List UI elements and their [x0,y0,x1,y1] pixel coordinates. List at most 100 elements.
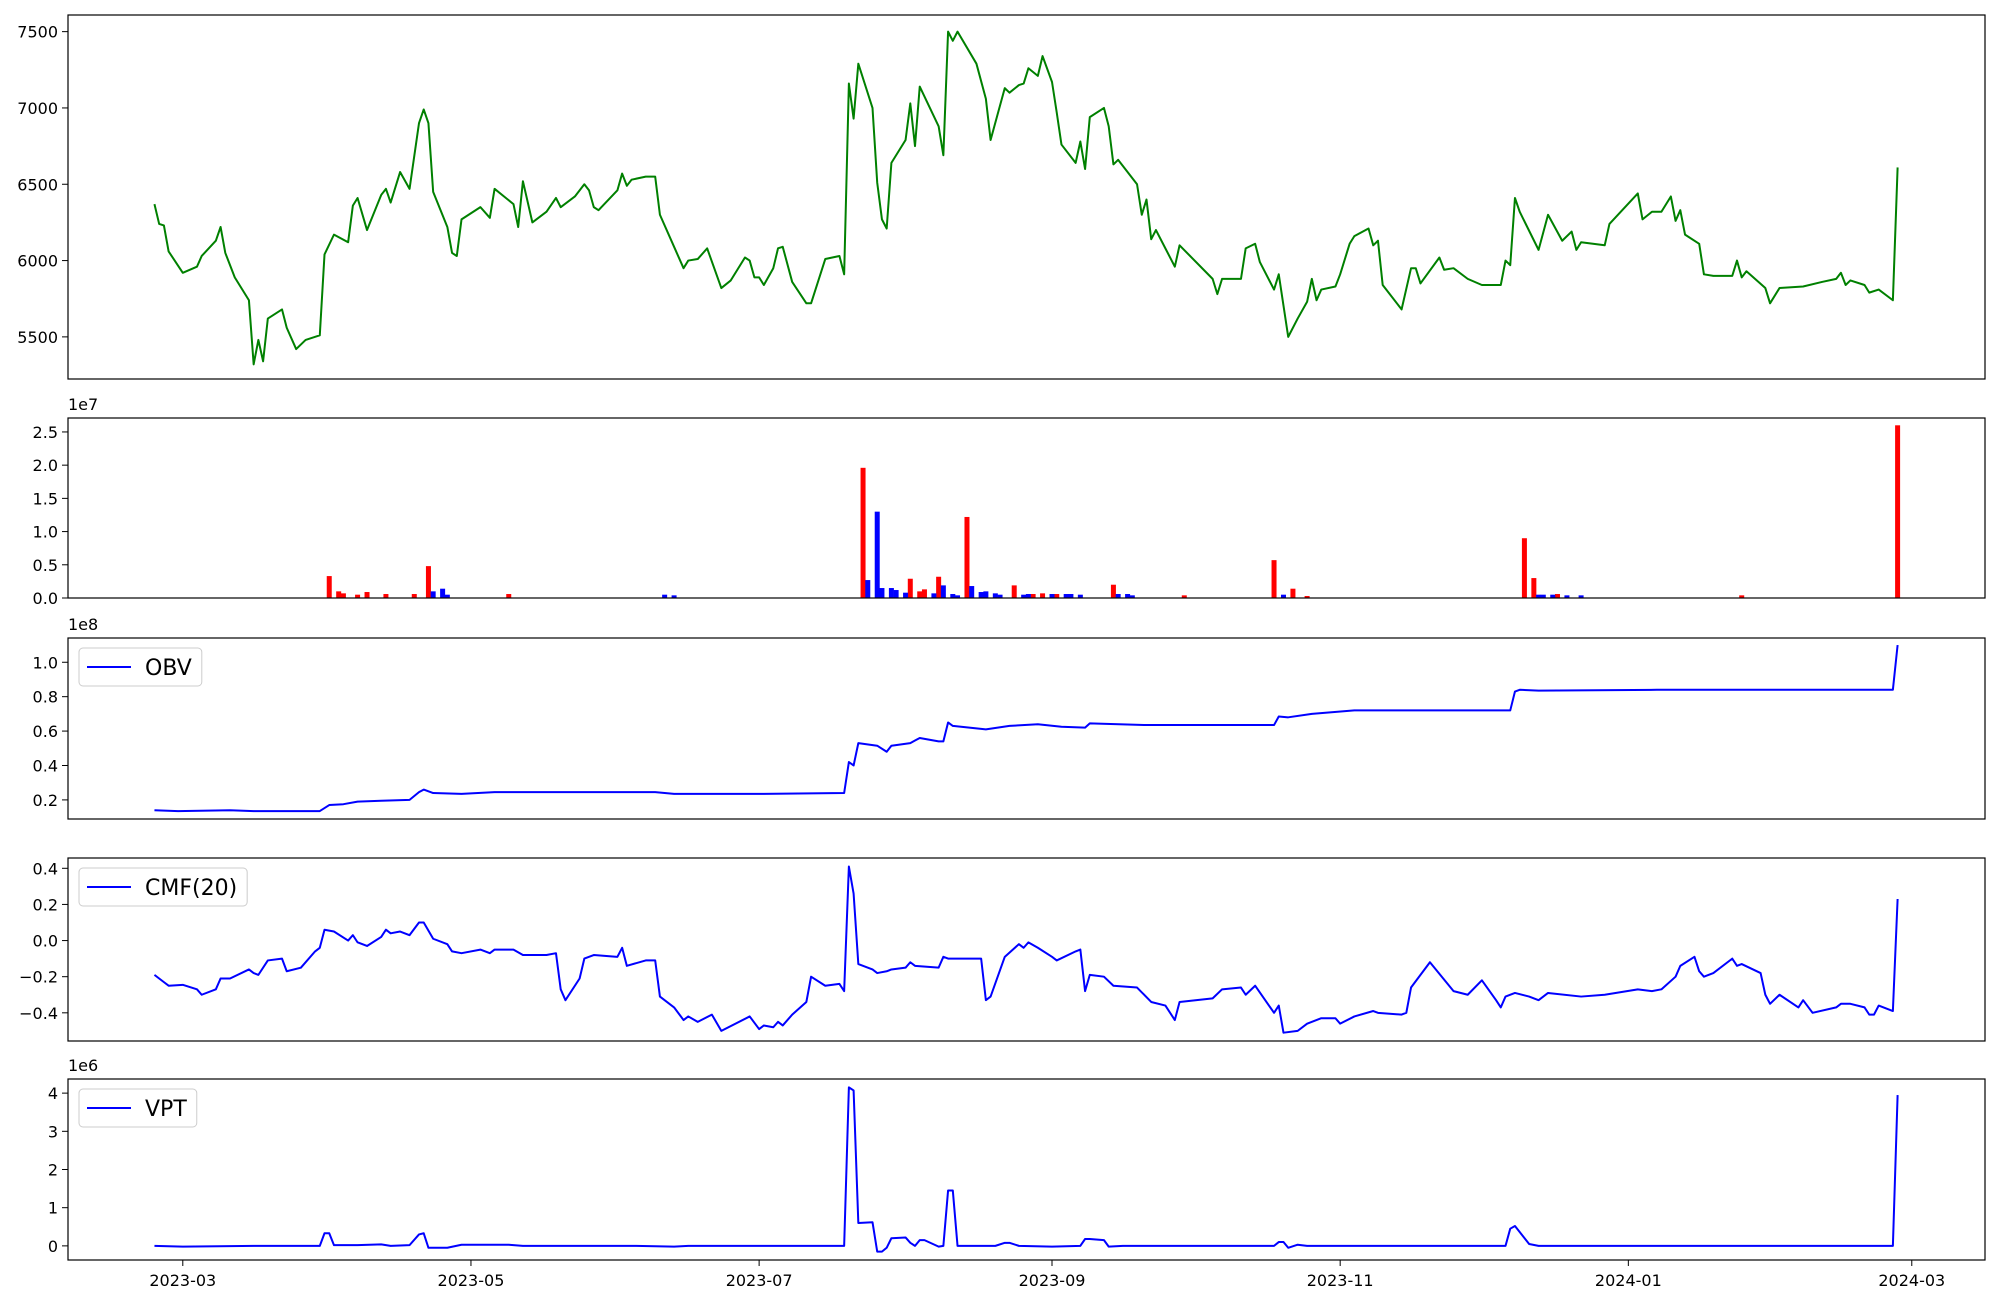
bar [888,588,894,598]
bar [1304,596,1310,598]
bar [1011,585,1017,598]
bar [1271,560,1277,598]
bar [1063,594,1069,598]
line [153,30,1899,366]
x-tick-label: 2023-07 [726,1271,793,1290]
y-tick-label: 0.6 [33,722,58,741]
y-tick-label: 7500 [17,23,58,42]
bar [444,594,450,598]
bar [425,566,431,598]
bar [997,594,1003,598]
axes-frame [67,857,1986,1042]
bar [903,592,909,598]
x-tick-label: 2023-09 [1019,1271,1086,1290]
y-offset-label: 1e8 [68,615,98,634]
bar [1054,594,1060,598]
y-tick-label: 4 [48,1084,58,1103]
legend-box [78,647,203,687]
bar [1536,594,1542,598]
legend-label: OBV [145,656,192,681]
bar [1077,594,1083,598]
y-tick-label: 0.0 [33,932,58,951]
y-tick-label: 0.0 [33,589,58,608]
bar [1181,595,1187,598]
bar [1021,594,1027,598]
bar [1521,538,1527,598]
y-tick-label: 0.5 [33,556,58,575]
y-tick-label: 1.0 [33,653,58,672]
bar [326,576,332,598]
bar [893,590,899,598]
y-tick-label: 6500 [17,175,58,194]
bar [662,594,668,598]
y-tick-label: 0.2 [33,791,58,810]
line [154,644,1899,813]
legend-label: CMF(20) [145,876,237,901]
x-tick-label: 2024-03 [1878,1271,1945,1290]
x-tick-label: 2023-03 [149,1271,216,1290]
line [153,865,1899,1034]
bar [921,589,927,598]
bar [936,576,942,598]
y-tick-label: 3 [48,1122,58,1141]
bar [1115,594,1121,598]
y-tick-label: 1.0 [33,523,58,542]
bar [1550,594,1556,598]
axes-frame [67,14,1986,380]
bar [931,593,937,598]
bar [383,594,389,598]
bar [1554,594,1560,598]
bar [1025,594,1031,598]
y-tick-label: 0.8 [33,688,58,707]
line [154,1086,1899,1253]
bar [1280,594,1286,598]
bar [1040,593,1046,598]
bar [506,594,512,598]
bar [355,594,361,598]
bar [1290,588,1296,598]
y-offset-label: 1e7 [68,395,98,414]
bar [1030,594,1036,598]
bar [1068,594,1074,598]
bar [671,595,677,598]
bar [917,591,923,598]
axes-frame [67,637,1986,820]
bar [364,592,370,598]
y-tick-label: 0.4 [33,859,58,878]
y-tick-label: 0.4 [33,756,58,775]
bar [865,580,871,598]
y-tick-label: −0.4 [19,1004,58,1023]
bar [860,467,866,598]
bar [992,593,998,598]
bar [1739,595,1745,598]
bar [411,594,417,598]
y-tick-label: −0.2 [19,968,58,987]
x-tick-label: 2024-01 [1595,1271,1662,1290]
x-tick-label: 2023-05 [438,1271,505,1290]
bar [1110,584,1116,598]
bar [340,593,346,598]
y-tick-label: 6000 [17,252,58,271]
y-tick-label: 5500 [17,328,58,347]
y-tick-label: 2 [48,1161,58,1180]
bar [1125,594,1131,598]
axes-frame [67,417,1986,599]
bar [1540,594,1546,598]
bar [440,588,446,598]
y-tick-label: 0 [48,1237,58,1256]
bar [430,591,436,598]
bar [955,595,961,598]
y-tick-label: 7000 [17,99,58,118]
bar [1531,578,1537,598]
bar [940,585,946,598]
legend-box [78,1088,198,1128]
y-tick-label: 1.5 [33,489,58,508]
legend-box [78,867,248,907]
y-offset-label: 1e6 [68,1056,98,1075]
bar [1578,595,1584,598]
bar [1895,425,1901,598]
bar [978,592,984,598]
bar [983,591,989,598]
